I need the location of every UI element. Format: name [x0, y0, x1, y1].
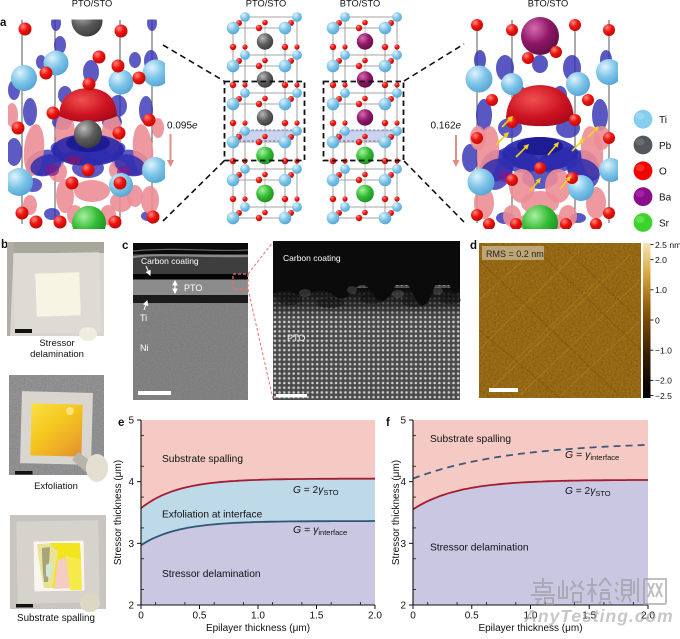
svg-text:Ti: Ti — [140, 313, 147, 323]
svg-text:Stressor: Stressor — [39, 338, 74, 349]
svg-text:Substrate spalling: Substrate spalling — [430, 434, 511, 445]
svg-text:1.0: 1.0 — [251, 611, 265, 622]
svg-text:G = 2γSTO: G = 2γSTO — [293, 485, 339, 497]
svg-text:b: b — [1, 239, 8, 251]
svg-text:f: f — [386, 417, 390, 429]
svg-text:Carbon coating: Carbon coating — [283, 253, 341, 263]
svg-text:1.0: 1.0 — [655, 285, 667, 295]
svg-text:Pb: Pb — [659, 141, 672, 152]
svg-text:1.5: 1.5 — [582, 611, 596, 622]
svg-text:Stressor thickness (μm): Stressor thickness (μm) — [113, 460, 124, 565]
svg-text:1.0: 1.0 — [524, 611, 538, 622]
svg-text:2.0: 2.0 — [655, 255, 667, 265]
svg-text:4: 4 — [128, 477, 134, 488]
svg-text:Ti: Ti — [659, 115, 667, 126]
svg-text:2: 2 — [128, 601, 134, 612]
svg-text:G = 2γSTO: G = 2γSTO — [565, 486, 611, 498]
svg-text:AnyTesting.com: AnyTesting.com — [523, 606, 673, 626]
svg-text:BTO/STO: BTO/STO — [340, 0, 380, 9]
svg-text:O: O — [659, 167, 667, 178]
svg-text:Stressor delamination: Stressor delamination — [162, 569, 261, 580]
svg-text:4: 4 — [400, 477, 406, 488]
svg-text:BTO/STO: BTO/STO — [528, 0, 568, 9]
svg-text:5: 5 — [400, 416, 406, 427]
svg-text:Exfoliation: Exfoliation — [34, 481, 78, 492]
svg-text:Stressor thickness (μm): Stressor thickness (μm) — [391, 460, 402, 565]
svg-text:PTO/STO: PTO/STO — [246, 0, 286, 9]
svg-text:a: a — [0, 17, 7, 29]
svg-text:Sr: Sr — [659, 218, 670, 229]
svg-text:0.5: 0.5 — [465, 611, 479, 622]
svg-text:1.5: 1.5 — [310, 611, 324, 622]
svg-text:PTO: PTO — [287, 333, 305, 343]
svg-text:2.0: 2.0 — [641, 611, 655, 622]
svg-text:Ba: Ba — [659, 193, 672, 204]
svg-text:Stressor delamination: Stressor delamination — [430, 543, 529, 554]
svg-text:PTO: PTO — [184, 283, 202, 293]
svg-text:2.0: 2.0 — [368, 611, 382, 622]
svg-text:0: 0 — [655, 315, 660, 325]
svg-text:c: c — [122, 240, 129, 252]
svg-text:0: 0 — [138, 611, 144, 622]
svg-text:3: 3 — [128, 539, 134, 550]
svg-text:G = γinterface: G = γinterface — [293, 524, 347, 537]
svg-text:e: e — [118, 417, 124, 429]
svg-text:PTO/STO: PTO/STO — [72, 0, 112, 9]
svg-text:Substrate spalling: Substrate spalling — [17, 613, 95, 624]
svg-text:d: d — [470, 240, 477, 252]
svg-text:5: 5 — [128, 416, 134, 427]
svg-text:G = γinterface: G = γinterface — [565, 449, 619, 462]
svg-text:Epilayer thickness (μm): Epilayer thickness (μm) — [206, 623, 310, 634]
svg-text:0.5: 0.5 — [193, 611, 207, 622]
svg-text:2.5 nm: 2.5 nm — [655, 240, 680, 250]
svg-text:0.095e: 0.095e — [167, 121, 198, 132]
svg-text:Epilayer thickness (μm): Epilayer thickness (μm) — [478, 623, 582, 634]
svg-text:RMS = 0.2 nm: RMS = 0.2 nm — [486, 249, 544, 259]
svg-text:−2.0: −2.0 — [655, 376, 672, 386]
svg-text:Carbon coating: Carbon coating — [141, 256, 199, 266]
svg-text:0: 0 — [410, 611, 416, 622]
svg-text:0.162e: 0.162e — [431, 121, 462, 132]
svg-text:−1.0: −1.0 — [655, 346, 672, 356]
svg-text:Exfoliation at interface: Exfoliation at interface — [162, 510, 263, 521]
svg-text:Substrate spalling: Substrate spalling — [162, 454, 243, 465]
svg-text:3: 3 — [400, 539, 406, 550]
svg-text:Ni: Ni — [140, 343, 149, 353]
svg-text:delamination: delamination — [30, 349, 84, 360]
svg-text:−2.5: −2.5 — [655, 391, 672, 401]
svg-text:2: 2 — [400, 601, 406, 612]
